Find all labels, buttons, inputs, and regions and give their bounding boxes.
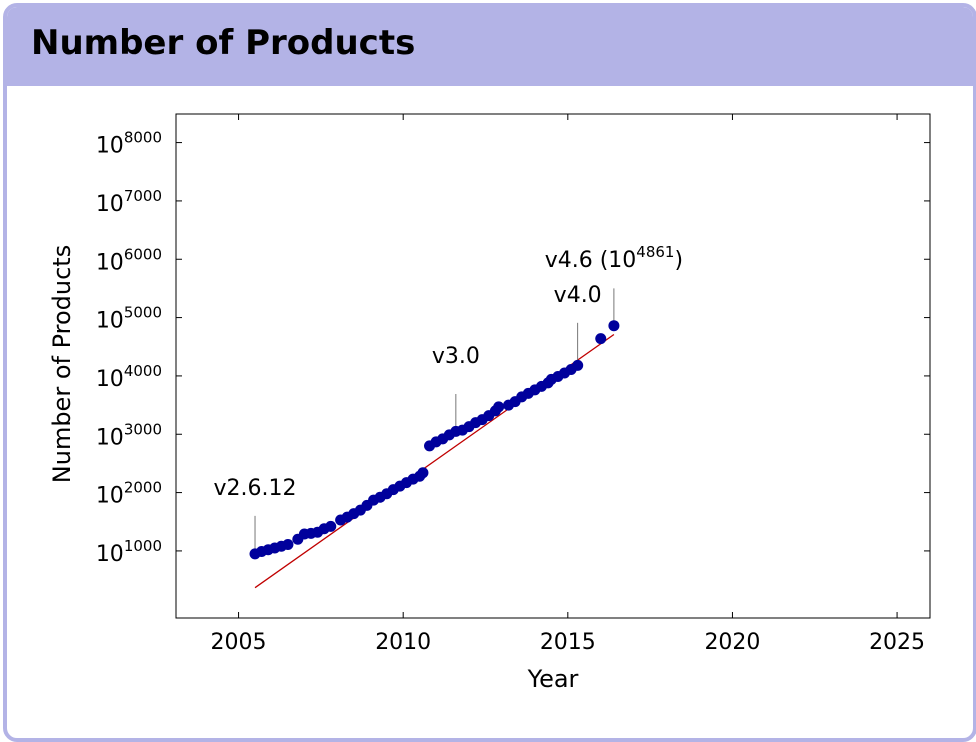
y-tick-label: 105000 bbox=[96, 304, 162, 334]
data-point bbox=[282, 539, 294, 550]
slide-frame: Number of Products bbox=[3, 3, 976, 742]
y-tick-label: 107000 bbox=[96, 187, 162, 217]
y-tick-label: 101000 bbox=[96, 537, 162, 567]
plot-frame bbox=[175, 113, 931, 619]
slide-title: Number of Products bbox=[31, 23, 416, 63]
annotation-label: v4.6 (104861) bbox=[545, 243, 683, 273]
x-tick-label: 2015 bbox=[540, 630, 596, 655]
y-axis-label: Number of Products bbox=[48, 245, 76, 483]
x-tick-label: 2005 bbox=[211, 630, 267, 655]
annotation-label: v2.6.12 bbox=[214, 476, 297, 501]
y-tick-label: 108000 bbox=[96, 129, 162, 159]
y-tick-label: 104000 bbox=[96, 362, 162, 392]
y-tick-label: 102000 bbox=[96, 479, 162, 509]
x-tick-label: 2010 bbox=[375, 630, 431, 655]
data-point bbox=[572, 359, 584, 371]
plot-area: 2005 2010 2015 2020 2025 101000 102000 103000 10… bbox=[48, 113, 931, 693]
x-tick-label: 2020 bbox=[704, 630, 760, 655]
y-tick-label: 106000 bbox=[96, 245, 162, 275]
data-point bbox=[608, 320, 620, 332]
slide-header: Number of Products bbox=[7, 7, 973, 86]
data-point bbox=[417, 467, 429, 479]
data-point bbox=[595, 333, 607, 345]
x-tick-label: 2025 bbox=[869, 630, 925, 655]
data-point bbox=[493, 401, 505, 413]
annotation-label: v3.0 bbox=[432, 344, 480, 369]
y-tick-label: 103000 bbox=[96, 420, 162, 450]
annotation-label: v4.0 bbox=[554, 283, 602, 308]
x-axis-label: Year bbox=[527, 665, 579, 693]
data-point bbox=[325, 520, 337, 532]
